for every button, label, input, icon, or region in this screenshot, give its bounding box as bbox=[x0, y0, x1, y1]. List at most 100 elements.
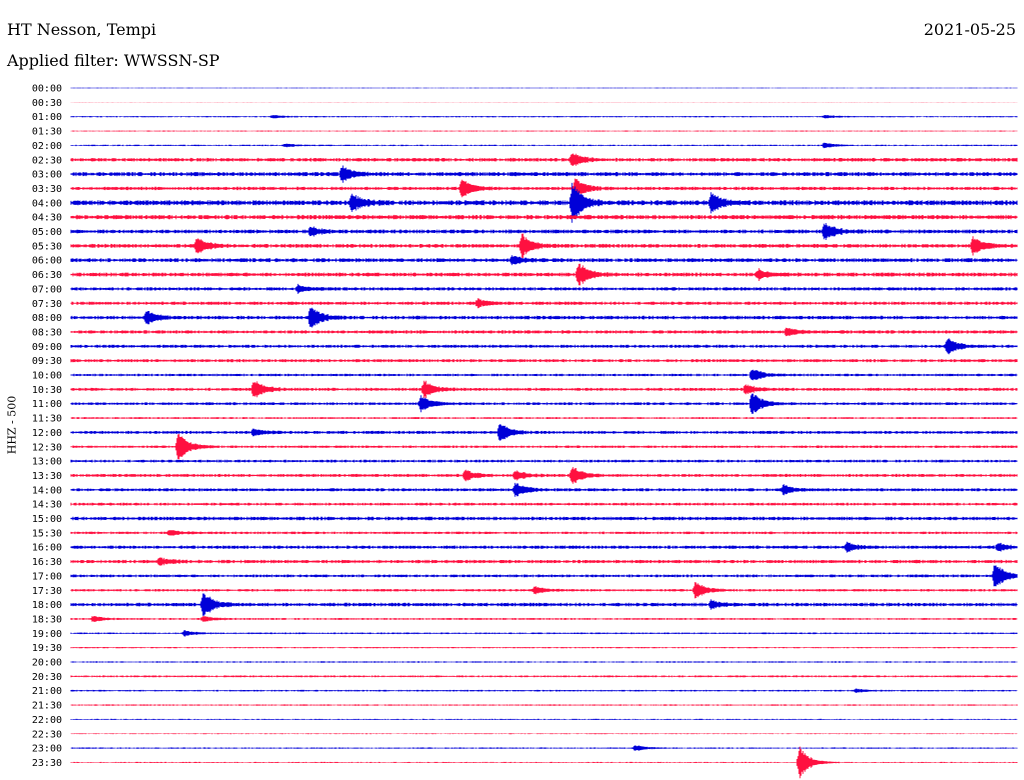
seismic-trace-line bbox=[70, 424, 1018, 441]
time-tick-label: 14:30 bbox=[32, 500, 62, 511]
time-tick-label: 00:30 bbox=[32, 98, 62, 109]
time-tick-label: 09:30 bbox=[32, 356, 62, 367]
time-tick-labels: 00:00 00:30 01:00 01:30 02:00 02:30 03:00 03:30… bbox=[32, 84, 62, 769]
seismic-trace-line bbox=[70, 130, 1018, 132]
seismic-trace-line bbox=[70, 647, 1018, 649]
time-tick-label: 03:00 bbox=[32, 170, 62, 181]
time-tick-label: 11:30 bbox=[32, 414, 62, 425]
seismic-trace-line bbox=[70, 359, 1018, 363]
seismic-trace-line bbox=[70, 459, 1018, 463]
time-tick-label: 13:30 bbox=[32, 471, 62, 482]
seismic-trace-line bbox=[70, 593, 1018, 616]
seismic-trace-line bbox=[70, 718, 1018, 720]
station-title: HT Nesson, Tempi bbox=[7, 20, 157, 39]
seismic-trace-line bbox=[70, 255, 1018, 266]
seismic-trace-line bbox=[70, 557, 1018, 566]
seismic-trace-line bbox=[70, 142, 1018, 149]
time-tick-label: 06:00 bbox=[32, 256, 62, 267]
seismic-trace-line bbox=[70, 733, 1018, 735]
seismic-trace-line bbox=[70, 214, 1018, 220]
seismic-trace-line bbox=[70, 178, 1018, 199]
seismic-trace-line bbox=[70, 530, 1018, 536]
time-tick-label: 13:00 bbox=[32, 457, 62, 468]
seismic-trace-line bbox=[70, 704, 1018, 706]
time-tick-label: 21:00 bbox=[32, 686, 62, 697]
seismic-trace-line bbox=[70, 746, 1018, 779]
filter-label: Applied filter: WWSSN-SP bbox=[7, 51, 220, 70]
time-tick-label: 22:00 bbox=[32, 715, 62, 726]
seismic-trace-line bbox=[70, 661, 1018, 663]
time-tick-label: 02:30 bbox=[32, 155, 62, 166]
seismic-trace-line bbox=[70, 165, 1018, 183]
time-tick-label: 03:30 bbox=[32, 184, 62, 195]
time-tick-label: 15:30 bbox=[32, 528, 62, 539]
seismic-trace-line bbox=[70, 87, 1018, 89]
time-tick-label: 01:00 bbox=[32, 112, 62, 123]
seismic-trace-line bbox=[70, 283, 1018, 294]
time-tick-label: 05:30 bbox=[32, 241, 62, 252]
time-tick-label: 19:00 bbox=[32, 629, 62, 640]
seismic-traces bbox=[70, 87, 1018, 779]
time-tick-label: 00:00 bbox=[32, 84, 62, 95]
time-tick-label: 15:00 bbox=[32, 514, 62, 525]
time-tick-label: 18:30 bbox=[32, 614, 62, 625]
time-tick-label: 16:30 bbox=[32, 557, 62, 568]
time-tick-label: 22:30 bbox=[32, 729, 62, 740]
time-tick-label: 12:00 bbox=[32, 428, 62, 439]
seismic-trace-line bbox=[70, 745, 1018, 751]
time-tick-label: 08:30 bbox=[32, 327, 62, 338]
time-tick-label: 08:00 bbox=[32, 313, 62, 324]
seismic-trace-line bbox=[70, 467, 1018, 484]
seismic-trace-line bbox=[70, 307, 1018, 328]
time-tick-label: 09:00 bbox=[32, 342, 62, 353]
seismic-trace-line bbox=[70, 223, 1018, 240]
time-tick-label: 14:00 bbox=[32, 485, 62, 496]
seismic-trace-line bbox=[70, 338, 1018, 355]
seismic-trace-line bbox=[70, 153, 1018, 166]
seismic-trace-line bbox=[70, 688, 1018, 693]
seismic-trace-line bbox=[70, 115, 1018, 119]
time-tick-label: 10:30 bbox=[32, 385, 62, 396]
seismic-trace-line bbox=[70, 516, 1018, 521]
time-tick-label: 10:00 bbox=[32, 371, 62, 382]
seismic-trace-line bbox=[70, 482, 1018, 497]
seismic-trace-line bbox=[70, 630, 1018, 637]
time-tick-label: 04:00 bbox=[32, 198, 62, 209]
seismic-trace-line bbox=[70, 582, 1018, 599]
time-tick-label: 01:30 bbox=[32, 127, 62, 138]
seismic-trace-line bbox=[70, 616, 1018, 622]
time-tick-label: 23:30 bbox=[32, 758, 62, 769]
time-tick-label: 17:30 bbox=[32, 586, 62, 597]
seismic-trace-line bbox=[70, 298, 1018, 309]
seismic-trace-line bbox=[70, 380, 1018, 398]
seismic-trace-line bbox=[70, 417, 1018, 419]
seismic-trace-line bbox=[70, 182, 1018, 223]
time-tick-label: 05:00 bbox=[32, 227, 62, 238]
seismic-trace-line bbox=[70, 565, 1018, 587]
time-tick-label: 17:00 bbox=[32, 571, 62, 582]
time-tick-label: 16:00 bbox=[32, 543, 62, 554]
time-tick-label: 23:00 bbox=[32, 744, 62, 755]
time-tick-label: 06:30 bbox=[32, 270, 62, 281]
time-tick-label: 02:00 bbox=[32, 141, 62, 152]
seismic-trace-line bbox=[70, 369, 1018, 381]
time-tick-label: 07:00 bbox=[32, 284, 62, 295]
time-tick-label: 04:30 bbox=[32, 213, 62, 224]
time-tick-label: 19:30 bbox=[32, 643, 62, 654]
time-tick-label: 07:30 bbox=[32, 299, 62, 310]
seismic-trace-line bbox=[70, 541, 1018, 553]
seismic-trace-line bbox=[70, 434, 1018, 460]
seismic-trace-line bbox=[70, 393, 1018, 414]
seismic-trace-line bbox=[70, 502, 1018, 506]
seismic-trace-line bbox=[70, 233, 1018, 259]
seismic-trace-line bbox=[70, 675, 1018, 678]
time-tick-label: 20:00 bbox=[32, 658, 62, 669]
seismic-trace-line bbox=[70, 263, 1018, 286]
time-tick-label: 11:00 bbox=[32, 399, 62, 410]
time-tick-label: 21:30 bbox=[32, 701, 62, 712]
record-date: 2021-05-25 bbox=[923, 20, 1016, 39]
time-tick-label: 12:30 bbox=[32, 442, 62, 453]
time-tick-label: 18:00 bbox=[32, 600, 62, 611]
time-tick-label: 20:30 bbox=[32, 672, 62, 683]
